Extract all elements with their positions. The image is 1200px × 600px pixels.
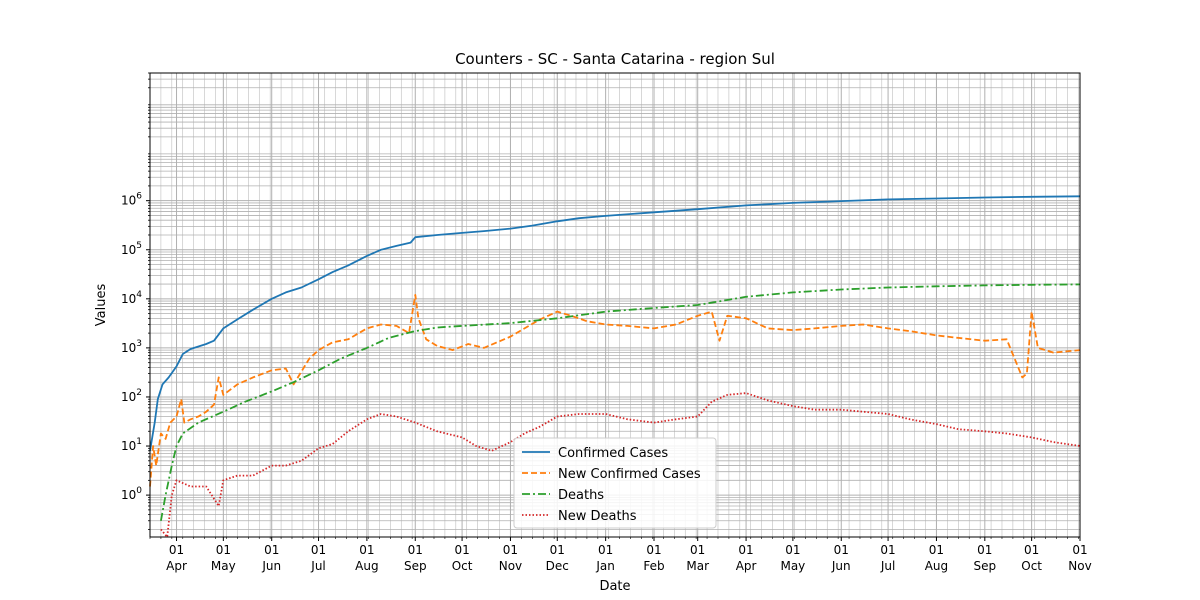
x-tick-day: 01: [646, 543, 661, 557]
x-tick-month: Jan: [595, 559, 615, 573]
x-tick-month: Oct: [452, 559, 473, 573]
series-line-0: [149, 195, 1081, 451]
x-tick-month: Nov: [1068, 559, 1091, 573]
x-tick-month: Sep: [974, 559, 997, 573]
x-tick-day: 01: [929, 543, 944, 557]
x-tick-month: Apr: [736, 559, 757, 573]
x-tick-month: Aug: [925, 559, 948, 573]
x-tick-month: Feb: [643, 559, 664, 573]
plot-frame: [149, 72, 1081, 538]
x-tick-day: 01: [169, 543, 184, 557]
x-tick-day: 01: [550, 543, 565, 557]
x-tick-month: Jun: [261, 559, 281, 573]
x-tick-day: 01: [880, 543, 895, 557]
x-tick-month: Dec: [546, 559, 569, 573]
y-tick-exponent: 1: [136, 437, 142, 447]
x-tick-month: May: [780, 559, 805, 573]
series-line-2: [160, 283, 1081, 521]
x-tick-month: Jul: [880, 559, 895, 573]
x-tick-month: Nov: [499, 559, 522, 573]
x-tick-month: Apr: [166, 559, 187, 573]
x-tick-month: May: [211, 559, 236, 573]
x-tick-month: Mar: [686, 559, 709, 573]
x-tick-day: 01: [216, 543, 231, 557]
legend-label-0: Confirmed Cases: [558, 446, 668, 461]
x-tick-day: 01: [408, 543, 423, 557]
x-tick-day: 01: [834, 543, 849, 557]
y-tick-exponent: 5: [136, 241, 142, 251]
x-tick-month: Aug: [355, 559, 378, 573]
y-tick-exponent: 0: [136, 486, 142, 496]
x-tick-day: 01: [359, 543, 374, 557]
x-tick-day: 01: [1072, 543, 1087, 557]
x-tick-day: 01: [264, 543, 279, 557]
chart-title: Counters - SC - Santa Catarina - region …: [455, 50, 775, 68]
x-tick-month: Jun: [831, 559, 851, 573]
x-tick-day: 01: [977, 543, 992, 557]
x-tick-day: 01: [690, 543, 705, 557]
y-tick-exponent: 2: [136, 388, 142, 398]
x-tick-day: 01: [1024, 543, 1039, 557]
legend-label-1: New Confirmed Cases: [558, 467, 701, 482]
x-tick-day: 01: [738, 543, 753, 557]
y-tick-exponent: 4: [136, 290, 142, 300]
x-tick-day: 01: [785, 543, 800, 557]
x-axis: 01 Apr 01 May 01 Jun 01 Jul 01 Aug 01 Sep 01 Oct 01 Nov…: [149, 537, 1092, 573]
series-layer: [149, 195, 1081, 538]
x-tick-month: Jul: [310, 559, 325, 573]
x-tick-month: Sep: [404, 559, 427, 573]
legend: Confirmed Cases New Confirmed Cases Deaths…: [513, 437, 717, 529]
y-tick-exponent: 3: [136, 339, 142, 349]
x-axis-label: Date: [599, 579, 630, 594]
legend-label-3: New Deaths: [558, 509, 637, 524]
x-tick-day: 01: [598, 543, 613, 557]
x-tick-day: 01: [503, 543, 518, 557]
series-line-1: [149, 293, 1081, 487]
y-tick-exponent: 6: [136, 192, 142, 202]
y-axis-label: Values: [94, 284, 109, 327]
legend-label-2: Deaths: [558, 488, 604, 503]
x-tick-month: Oct: [1021, 559, 1042, 573]
legend-box: [513, 437, 717, 529]
x-tick-day: 01: [454, 543, 469, 557]
x-tick-day: 01: [311, 543, 326, 557]
